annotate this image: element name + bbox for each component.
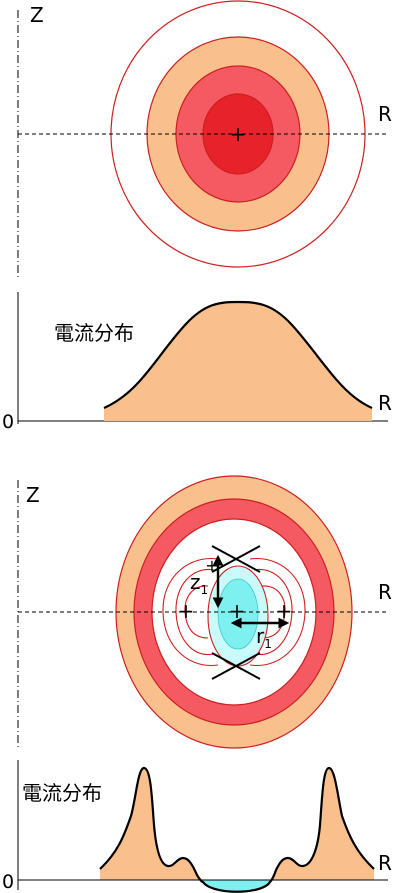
bottom-r-axis-label: R [378,580,392,604]
left-island-contour-inner [184,585,209,639]
top-current-profile [104,302,372,421]
top-current-title: 電流分布 [54,321,134,345]
bottom-flux-panel: Z + + + + z1 r1 R [17,475,392,749]
top-o-point-marker: + [230,122,247,146]
r1-symbol: r [256,624,265,648]
bottom-current-r-label: R [378,851,392,875]
top-current-profile-outline [103,300,373,410]
top-r-axis-label: R [378,102,392,126]
bottom-current-profile-outline [99,766,375,893]
z1-symbol: z [190,570,201,594]
top-current-origin-label: 0 [2,411,14,433]
r1-label: r1 [256,624,272,651]
top-flux-panel: Z + R [17,0,392,278]
r1-subscript: 1 [264,637,272,651]
bottom-current-title: 電流分布 [22,781,102,805]
bottom-current-positive-region [100,768,374,880]
bottom-current-panel: 電流分布 0 R [2,760,392,893]
bottom-current-negative-region [203,880,270,892]
top-z-axis-label: Z [30,3,44,27]
bottom-current-origin-label: 0 [2,871,14,893]
lower-x-point-line-b [211,652,261,680]
right-island-o-point-marker: + [276,599,293,623]
left-island-contour-outer [162,557,219,667]
z1-subscript: 1 [201,583,209,597]
inner-marker: + [205,556,218,575]
bottom-z-axis-label: Z [26,483,40,507]
top-current-r-label: R [378,391,392,415]
top-current-panel: 電流分布 0 R [2,292,392,433]
negative-current-core [217,578,259,650]
z1-label: z1 [190,570,208,597]
center-o-point-marker: + [229,599,246,623]
left-island-o-point-marker: + [178,599,195,623]
